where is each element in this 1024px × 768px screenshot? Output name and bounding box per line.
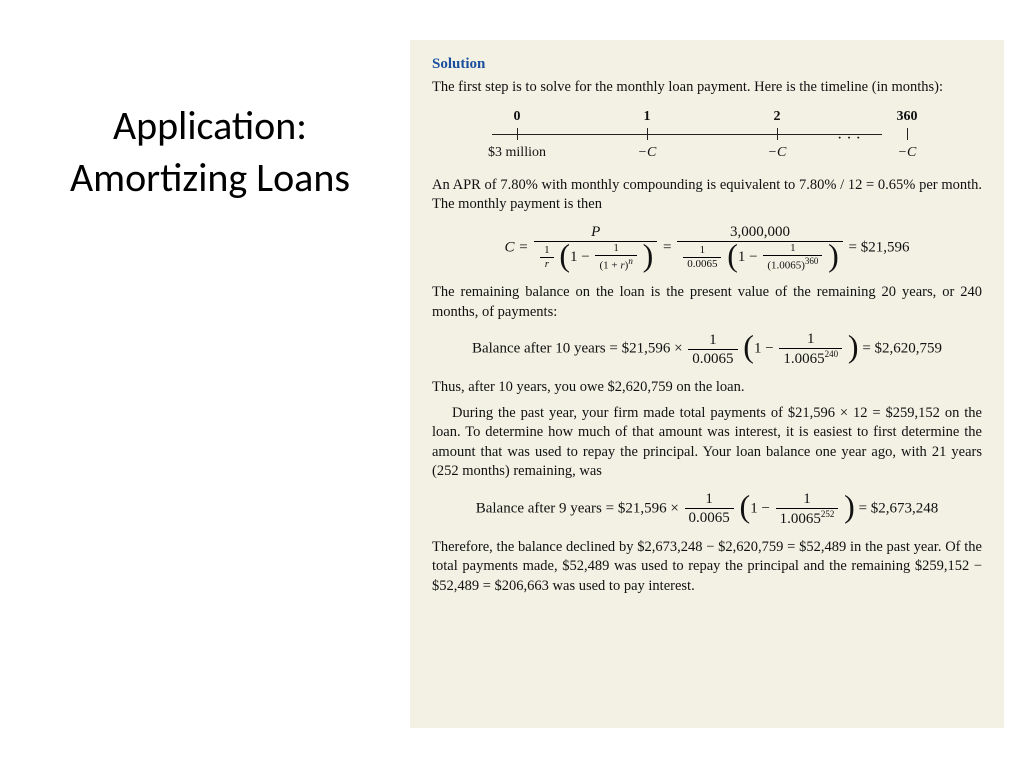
tick-value-3: −C [898, 144, 917, 163]
formula-balance-10: Balance after 10 years = $21,596 × 1 0.0… [432, 330, 982, 368]
f1-lhs: C = [504, 239, 528, 255]
para-therefore: Therefore, the balance declined by $2,67… [432, 538, 982, 597]
solution-label: Solution [432, 54, 982, 74]
f2-lhs: Balance after 10 years = $21,596 × [472, 341, 683, 357]
slide-title: Application: Amortizing Loans [40, 100, 380, 204]
f3-result: = $2,673,248 [859, 500, 939, 516]
f1-result: = $21,596 [849, 239, 910, 255]
tick-value-1: −C [638, 144, 657, 163]
f1-p: P [534, 223, 657, 242]
timeline-axis [492, 134, 882, 135]
intro-text: The first step is to solve for the month… [432, 78, 982, 98]
tick-label-2: 2 [774, 108, 781, 127]
solution-box: Solution The first step is to solve for … [410, 40, 1004, 728]
tick-0 [517, 128, 518, 140]
timeline-diagram: 0 1 2 360 $3 million −C −C −C · · · [467, 106, 947, 166]
para-thus: Thus, after 10 years, you owe $2,620,759… [432, 378, 982, 398]
f3-lhs: Balance after 9 years = $21,596 × [476, 500, 679, 516]
tick-value-0: $3 million [488, 144, 546, 163]
formula-balance-9: Balance after 9 years = $21,596 × 1 0.00… [432, 490, 982, 528]
slide-title-panel: Application: Amortizing Loans [0, 0, 410, 768]
f2-result: = $2,620,759 [862, 341, 942, 357]
tick-label-360: 360 [897, 108, 918, 127]
tick-2 [777, 128, 778, 140]
tick-360 [907, 128, 908, 140]
tick-1 [647, 128, 648, 140]
tick-label-0: 0 [514, 108, 521, 127]
para-during: During the past year, your firm made tot… [432, 404, 982, 482]
tick-label-1: 1 [644, 108, 651, 127]
timeline-dots: · · · [837, 128, 861, 150]
f1-principal: 3,000,000 [677, 223, 843, 242]
apr-text: An APR of 7.80% with monthly compounding… [432, 176, 982, 215]
para-balance: The remaining balance on the loan is the… [432, 283, 982, 322]
formula-payment: C = P 1r (1 − 1(1 + r)n ) = 3,000,000 10… [432, 223, 982, 273]
tick-value-2: −C [768, 144, 787, 163]
